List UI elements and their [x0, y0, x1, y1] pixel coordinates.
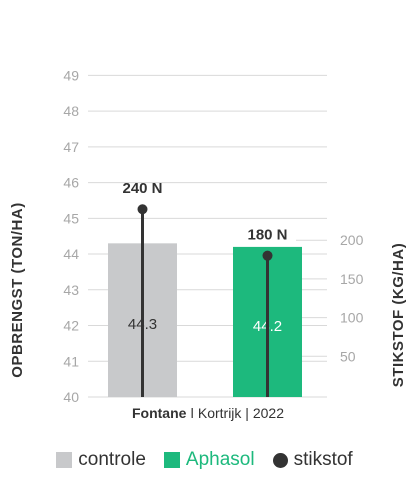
- y-tick-left: 41: [63, 353, 79, 369]
- y-tick-left: 43: [63, 282, 79, 298]
- subtitle-sep2: |: [241, 405, 252, 421]
- y-tick-left: 48: [63, 103, 79, 119]
- stikstof-point: [262, 250, 273, 261]
- legend-item-controle: controle: [56, 449, 146, 471]
- stikstof-point: [137, 204, 148, 215]
- legend-dot-stikstof: [272, 452, 288, 468]
- y-tick-left: 49: [63, 67, 79, 83]
- y-tick-left: 45: [63, 210, 79, 226]
- y-tick-left: 46: [63, 175, 79, 191]
- y-axis-left-ticks: 40 41 42 43 44 45 46 47 48 49: [63, 67, 79, 405]
- stikstof-label: 240 N: [122, 180, 162, 197]
- y-tick-right: 100: [340, 310, 364, 326]
- legend: controle Aphasol stikstof: [0, 449, 409, 471]
- legend-label-aphasol: Aphasol: [185, 449, 255, 470]
- legend-swatch-aphasol: [163, 452, 180, 468]
- stikstof-markers: 240 N 180 N: [122, 180, 288, 397]
- legend-swatch-controle: [56, 452, 73, 468]
- legend-label-stikstof: stikstof: [293, 449, 353, 470]
- subtitle-place: Kortrijk: [198, 405, 243, 421]
- legend-item-stikstof: stikstof: [272, 449, 353, 471]
- y-tick-left: 44: [63, 246, 79, 262]
- stikstof-label: 180 N: [247, 227, 287, 244]
- y-axis-right-ticks: 50 100 150 200: [340, 232, 364, 364]
- y-tick-right: 50: [340, 348, 356, 364]
- subtitle-sep1: ǀ: [186, 405, 197, 421]
- chart: 40 41 42 43 44 45 46 47 48 49 50 100 150 200 44.344.…: [9, 67, 407, 421]
- y-tick-left: 42: [63, 318, 79, 334]
- y-tick-right: 150: [340, 271, 364, 287]
- y-tick-left: 47: [63, 139, 79, 155]
- legend-label-controle: controle: [78, 449, 146, 470]
- subtitle-year: 2022: [253, 405, 284, 421]
- legend-item-aphasol: Aphasol: [163, 449, 255, 471]
- subtitle-variety: Fontane: [132, 405, 187, 421]
- y-tick-left: 40: [63, 389, 79, 405]
- y-axis-left-title: OPBRENGST (TON/HA): [9, 202, 26, 377]
- bars: 44.344.2: [108, 243, 302, 397]
- chart-subtitle: Fontane ǀ Kortrijk | 2022: [132, 405, 284, 421]
- y-tick-right: 200: [340, 232, 364, 248]
- y-axis-right-title: STIKSTOF (KG/HA): [390, 243, 407, 387]
